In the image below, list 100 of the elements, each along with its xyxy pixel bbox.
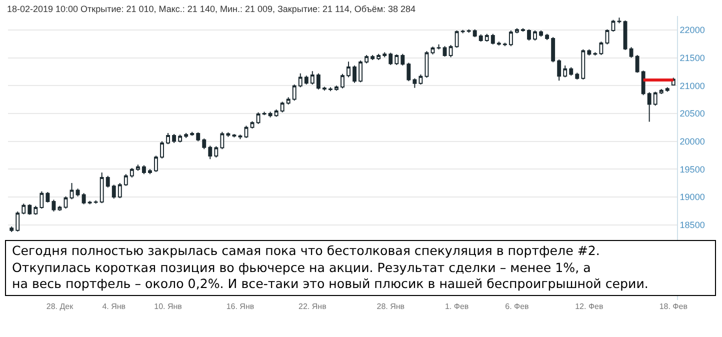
candlestick <box>484 33 489 42</box>
x-tick-label: 28. Янв <box>376 302 405 311</box>
candlestick <box>641 70 646 96</box>
candlestick <box>160 140 164 160</box>
candlestick <box>22 203 26 215</box>
candlestick <box>400 53 405 66</box>
candlestick <box>563 65 568 78</box>
candlestick <box>653 91 658 106</box>
candlestick <box>238 134 242 140</box>
candlestick <box>178 134 182 143</box>
candlestick <box>478 34 483 42</box>
x-tick-label: 4. Янв <box>102 302 126 311</box>
candlestick <box>328 86 332 92</box>
x-tick-label: 28. Дек <box>46 302 74 311</box>
candlestick <box>16 210 20 232</box>
candlestick <box>364 54 369 64</box>
candlestick <box>142 164 146 175</box>
candlestick <box>569 66 574 76</box>
candlestick <box>304 75 308 85</box>
candlestick <box>94 200 98 204</box>
note-box: Сегодня полностью закрылась самая пока что бестолковая спекуляция в портфеле #2. Откупилась короткая позиция во фьючерсе на акции. Результат сделки – менее 1%, а на весь портфель – около 0,2%. И все-таки это новый плюсик в нашей беспроигрышной серии. <box>5 240 716 296</box>
y-tick-label: 18500 <box>680 220 705 230</box>
candlestick <box>292 84 296 102</box>
x-tick-label: 16. Янв <box>226 302 254 311</box>
candlestick <box>232 134 236 138</box>
candlestick <box>184 132 188 138</box>
y-tick-label: 19500 <box>680 164 705 174</box>
candlestick <box>190 131 194 136</box>
candlestick <box>202 138 206 150</box>
x-tick-label: 1. Фев <box>444 302 469 311</box>
candlestick <box>322 86 326 92</box>
candlestick <box>262 111 266 116</box>
candlestick <box>268 111 272 118</box>
candlestick <box>154 155 158 172</box>
candlestick <box>617 17 622 24</box>
candlestick <box>665 86 670 92</box>
y-tick-label: 20000 <box>680 136 705 146</box>
y-tick-label: 21500 <box>680 52 705 63</box>
candlestick <box>226 132 230 138</box>
candlestick <box>412 78 417 88</box>
candlestick <box>34 205 38 216</box>
candlestick <box>647 92 652 122</box>
x-tick-label: 22. Янв <box>298 302 326 311</box>
candlestick <box>88 200 92 205</box>
candlestick <box>46 191 50 204</box>
candlestick <box>370 54 375 60</box>
candlestick <box>575 72 580 80</box>
candlestick <box>466 28 471 34</box>
candlestick <box>382 52 387 58</box>
x-tick-label: 12. Фев <box>575 302 604 311</box>
candlestick <box>436 44 441 50</box>
candlestick <box>551 36 556 63</box>
candlestick <box>533 30 537 41</box>
candlestick <box>490 33 495 45</box>
candlestick <box>334 85 338 92</box>
candlestick <box>214 146 218 158</box>
candlestick <box>442 46 447 58</box>
candlestick <box>28 204 32 216</box>
candlestick <box>605 28 610 45</box>
candlestick <box>635 54 640 74</box>
candlestick <box>316 72 320 90</box>
y-tick-label: 19000 <box>680 192 705 202</box>
candlestick <box>310 70 314 85</box>
candlestick <box>430 46 435 55</box>
candlestick <box>515 28 519 34</box>
candlestick <box>298 72 302 88</box>
candlestick <box>244 125 248 138</box>
candlestick <box>346 61 350 78</box>
candlestick <box>352 65 357 84</box>
candlestick <box>130 168 134 178</box>
candlestick <box>70 182 74 200</box>
candlestick <box>112 184 116 200</box>
candlestick <box>460 29 465 34</box>
candlestick <box>256 112 260 125</box>
candlestick <box>220 131 224 150</box>
candlestick <box>196 132 200 142</box>
candlestick <box>286 96 290 106</box>
candlestick <box>40 190 44 210</box>
candlestick <box>394 54 399 66</box>
candlestick <box>599 41 604 56</box>
candlestick <box>52 199 56 212</box>
candlestick <box>581 48 586 80</box>
x-tick-label: 10. Янв <box>154 302 182 311</box>
candlestick <box>502 42 507 47</box>
candlestick <box>136 164 140 172</box>
y-tick-label: 22000 <box>680 25 705 36</box>
candlestick <box>82 192 86 205</box>
candlestick <box>545 33 550 40</box>
candlestick <box>376 53 381 60</box>
candlestick <box>472 28 477 38</box>
candlestick <box>508 30 513 47</box>
text: 18-02-2019 10:00 Открытие: 21 010, Макс.: 21 140, Мин.: 21 009, Закрытие: 21 114, Объём: 38 284 <box>7 4 416 14</box>
candlestick <box>124 174 128 186</box>
candlestick <box>106 175 110 188</box>
y-tick-label: 21000 <box>680 80 705 91</box>
candlestick <box>527 28 531 41</box>
candlestick <box>118 182 122 199</box>
x-tick-label: 6. Фев <box>505 302 529 311</box>
candlestick <box>659 88 664 94</box>
candlestick <box>388 52 393 66</box>
